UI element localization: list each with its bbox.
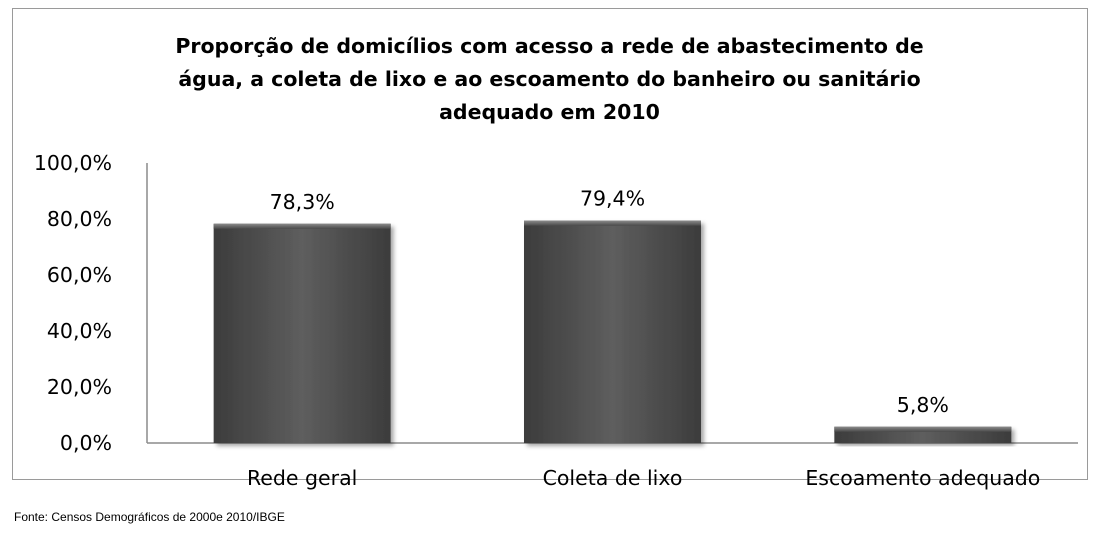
data-label: 78,3% bbox=[270, 190, 335, 214]
y-tick-label: 60,0% bbox=[47, 263, 112, 287]
source-note: Fonte: Censos Demográficos de 2000e 2010… bbox=[14, 510, 285, 524]
bar bbox=[834, 426, 1012, 443]
y-axis-tick-labels: 0,0% 20,0% 40,0% 60,0% 80,0% 100,0% bbox=[34, 151, 112, 455]
bar-top-bevel bbox=[524, 220, 701, 226]
bar bbox=[213, 223, 391, 443]
bar bbox=[524, 220, 701, 443]
bar-top-bevel bbox=[834, 426, 1012, 432]
data-label: 79,4% bbox=[580, 187, 645, 211]
y-tick-label: 80,0% bbox=[47, 207, 112, 231]
category-label: Escoamento adequado bbox=[805, 466, 1040, 490]
category-label: Rede geral bbox=[247, 466, 357, 490]
data-labels: 78,3% 79,4% 5,8% bbox=[270, 187, 949, 417]
y-tick-label: 20,0% bbox=[47, 375, 112, 399]
bar-top-bevel bbox=[213, 223, 391, 229]
x-axis-category-labels: Rede geral Coleta de lixo Escoamento adequ… bbox=[247, 466, 1040, 490]
data-label: 5,8% bbox=[897, 393, 949, 417]
y-tick-label: 0,0% bbox=[60, 431, 112, 455]
chart-title: Proporção de domicílios com acesso a red… bbox=[175, 34, 924, 124]
y-tick-label: 100,0% bbox=[34, 151, 112, 175]
bar-body bbox=[213, 223, 391, 443]
y-tick-label: 40,0% bbox=[47, 319, 112, 343]
bar-body bbox=[524, 220, 701, 443]
bars bbox=[213, 220, 1012, 443]
category-label: Coleta de lixo bbox=[543, 466, 683, 490]
